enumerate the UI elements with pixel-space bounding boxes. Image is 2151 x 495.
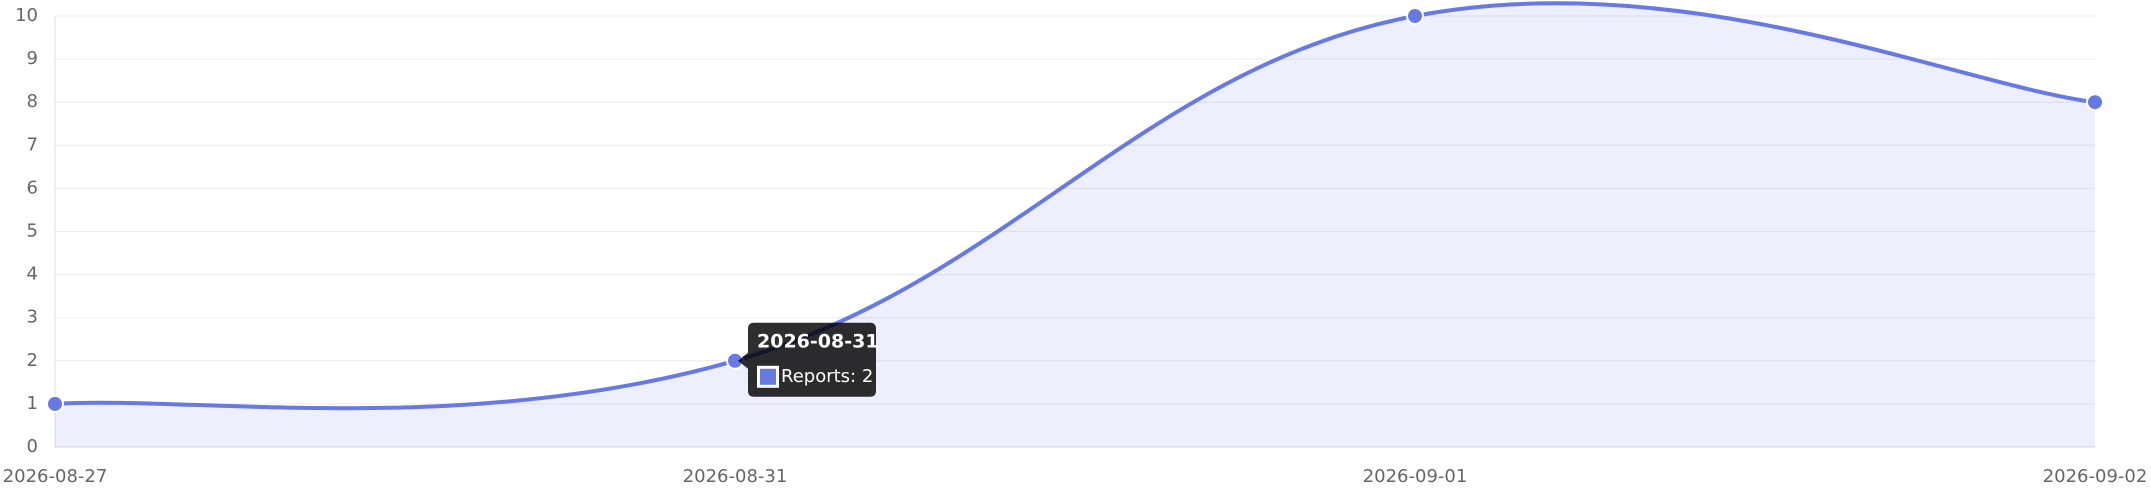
tooltip-label: Reports: 2: [781, 366, 873, 387]
y-tick-label: 5: [27, 221, 38, 242]
tooltip-title: 2026-08-31: [757, 330, 879, 352]
plot: [46, 1, 2104, 448]
point: [1406, 7, 1424, 25]
y-tick-label: 10: [15, 5, 38, 26]
x-tick-label: 2026-09-01: [1363, 466, 1468, 487]
x-tick-label: 2026-08-31: [683, 466, 788, 487]
tooltip-swatch: [760, 368, 776, 385]
point: [46, 394, 64, 413]
y-tick-label: 7: [27, 134, 38, 155]
y-tick-label: 9: [27, 48, 38, 69]
x-tick-label: 2026-09-02: [2043, 466, 2148, 487]
y-tick-label: 2: [27, 350, 38, 371]
grid: 0 1 2 3 4 5 6 7 8 9 10 2026-08-27 2026-08-31 2026-09-…: [3, 5, 2148, 487]
x-tick-label: 2026-08-27: [3, 466, 108, 487]
y-tick-label: 8: [27, 91, 38, 112]
area: [55, 3, 2095, 448]
y-tick-label: 3: [27, 307, 38, 328]
y-tick-label: 1: [27, 393, 38, 414]
y-tick-label: 0: [27, 436, 38, 457]
y-tick-label: 4: [27, 264, 38, 285]
line: [54, 1, 2096, 411]
y-tick-label: 6: [27, 177, 38, 198]
point: [2086, 93, 2104, 112]
tooltip: 2026-08-31 Reports: 2: [738, 322, 879, 397]
